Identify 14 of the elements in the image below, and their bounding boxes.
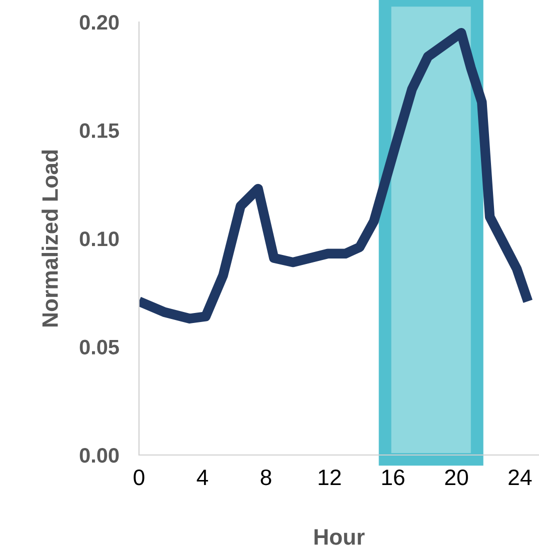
y-axis-title: Normalized Load [42, 150, 58, 327]
x-tick-label: 0 [134, 469, 144, 486]
y-tick-label: 0.10 [80, 232, 119, 246]
y-tick-label: 0.15 [80, 123, 119, 138]
x-tick-label: 12 [318, 469, 341, 485]
x-axis-title: Hour [314, 529, 365, 545]
x-tick-label: 20 [445, 469, 468, 486]
y-tick-label: 0.00 [80, 448, 119, 463]
x-tick-label: 8 [260, 469, 272, 486]
x-tick-label: 4 [196, 470, 208, 485]
x-tick-label: 16 [382, 469, 404, 486]
x-tick-label: 24 [508, 469, 532, 485]
y-tick-label: 0.20 [80, 15, 119, 30]
y-tick-label: 0.05 [80, 340, 119, 355]
